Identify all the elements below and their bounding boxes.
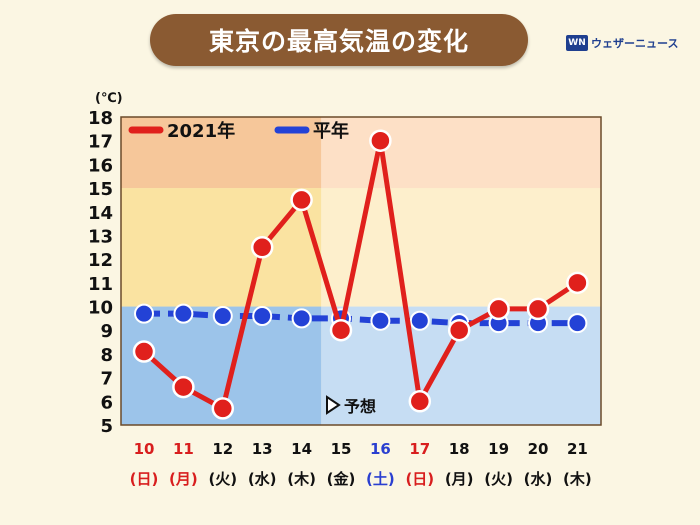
brand: WN ウェザーニュース [566, 33, 678, 53]
y-tick-label: 8 [100, 345, 113, 366]
series-actual-point [211, 397, 235, 420]
y-tick-label: 12 [88, 250, 113, 271]
series-actual-point [329, 318, 353, 342]
x-tick-weekday: (日) [405, 470, 434, 488]
x-tick-day: 17 [409, 440, 430, 458]
x-tick-day: 18 [449, 440, 470, 458]
x-tick-weekday: (月) [445, 470, 474, 488]
series-normal-point [134, 303, 154, 324]
x-tick-day: 14 [291, 440, 312, 458]
x-tick-weekday: (土) [366, 470, 395, 488]
x-tick-weekday: (木) [563, 470, 592, 488]
plot-frame [120, 116, 602, 426]
y-tick-label: 16 [88, 155, 113, 176]
series-actual-point [526, 297, 550, 321]
weathernews-logo-icon: WN [566, 35, 588, 51]
series-normal-point [409, 310, 430, 331]
y-tick-label: 9 [100, 321, 113, 342]
x-tick-day: 15 [331, 440, 352, 458]
series-normal-point [567, 313, 588, 334]
x-tick-day: 10 [134, 440, 155, 458]
series-actual-point [447, 318, 471, 342]
y-tick-label: 6 [100, 392, 113, 413]
forecast-arrow-icon [326, 395, 341, 415]
band-warm-past [121, 188, 322, 307]
series-actual-point [290, 188, 313, 212]
x-tick-day: 13 [252, 440, 273, 458]
band-warm-forecast [321, 188, 601, 307]
title-banner: 東京の最高気温の変化 [150, 14, 528, 66]
band-hot-forecast [321, 117, 601, 189]
series-normal-point [173, 303, 194, 324]
forecast-label: 予想 [344, 397, 376, 416]
x-tick-weekday: (木) [287, 470, 316, 488]
series-normal-point [212, 306, 233, 327]
x-tick-weekday: (火) [208, 470, 237, 488]
x-tick-day: 11 [173, 440, 194, 458]
series-actual-point [566, 271, 589, 295]
legend-normal-label: 平年 [313, 120, 349, 142]
series-actual-point [369, 129, 392, 152]
series-normal-point [370, 310, 391, 331]
y-tick-label: 13 [88, 226, 113, 247]
series-normal-point [252, 306, 273, 327]
y-tick-label: 18 [88, 108, 113, 129]
x-tick-weekday: (火) [484, 470, 513, 488]
y-unit-label: (℃) [95, 91, 123, 106]
y-tick-label: 15 [88, 179, 113, 200]
brand-name: ウェザーニュース [591, 37, 679, 50]
x-tick-weekday: (月) [169, 470, 198, 488]
x-tick-day: 20 [528, 440, 549, 458]
series-actual-point [487, 297, 510, 321]
y-tick-label: 10 [88, 298, 113, 319]
y-tick-label: 5 [100, 416, 113, 437]
legend-actual-label: 2021年 [167, 120, 235, 142]
y-tick-label: 11 [88, 274, 113, 295]
x-tick-day: 19 [488, 440, 509, 458]
x-tick-weekday: (金) [327, 470, 356, 488]
x-tick-day: 21 [567, 440, 588, 458]
series-actual-point [172, 375, 195, 399]
x-tick-weekday: (水) [524, 470, 553, 488]
x-tick-day: 12 [212, 440, 233, 458]
series-actual-point [132, 340, 156, 363]
series-actual-point [408, 390, 432, 413]
series-normal-point [291, 308, 312, 329]
y-tick-label: 17 [88, 132, 113, 153]
y-tick-label: 7 [100, 369, 113, 390]
x-tick-weekday: (日) [130, 470, 159, 488]
chart-title: 東京の最高気温の変化 [208, 27, 469, 56]
series-actual-point [250, 236, 274, 259]
x-tick-weekday: (水) [248, 470, 277, 488]
y-tick-label: 14 [88, 203, 113, 224]
x-tick-day: 16 [370, 440, 391, 458]
